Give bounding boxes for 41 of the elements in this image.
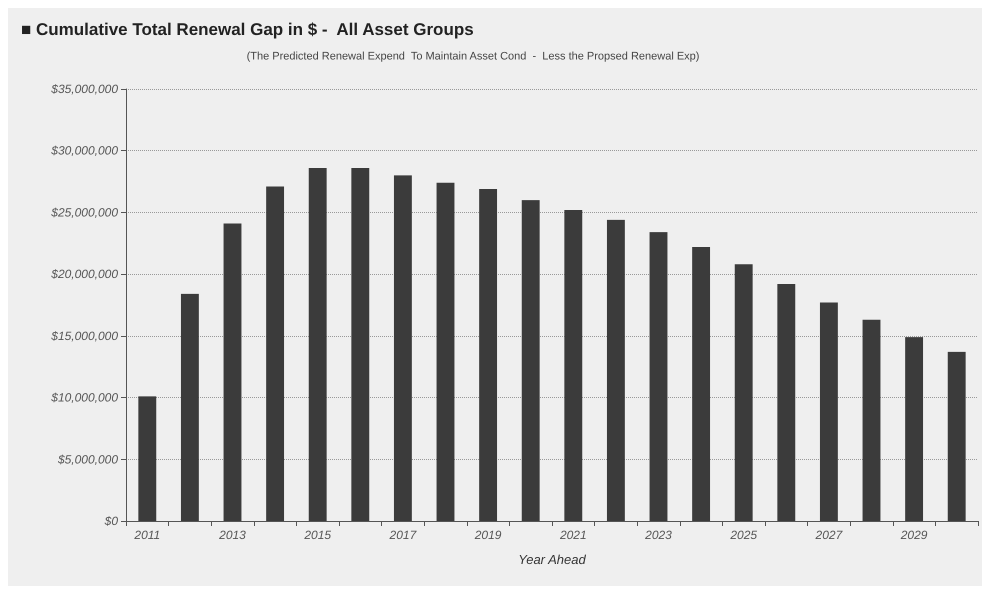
bar (479, 188, 498, 521)
y-tick-label: $5,000,000 (56, 452, 118, 466)
bar (266, 186, 284, 521)
bar (351, 168, 370, 521)
x-tick-label: 2023 (644, 528, 672, 542)
bar (308, 168, 327, 521)
bar (777, 284, 796, 521)
bar (862, 320, 880, 521)
x-tick-label: 2027 (814, 528, 844, 542)
bar (948, 352, 966, 521)
x-tick-label: 2029 (900, 528, 928, 542)
bar (436, 182, 454, 521)
bar (905, 337, 924, 521)
bar (522, 200, 540, 521)
bar (650, 232, 668, 521)
chart-title: ■ Cumulative Total Renewal Gap in $ - All Asset Groups (21, 20, 474, 39)
bar (224, 224, 242, 521)
bar (606, 220, 625, 521)
y-tick-label: $25,000,000 (50, 205, 118, 220)
bar (564, 210, 582, 521)
bar (692, 246, 710, 521)
chart-subtitle: (The Predicted Renewal Expend To Maintain Asset Cond - Less the Propsed Renewal Exp) (246, 50, 700, 62)
y-tick-label: $10,000,000 (50, 390, 118, 405)
y-tick-label: $35,000,000 (50, 82, 118, 96)
y-tick-label: $15,000,000 (50, 328, 118, 343)
bar (820, 302, 838, 521)
y-tick-label: $0 (104, 514, 118, 528)
bar (180, 294, 199, 521)
x-tick-label: 2011 (133, 528, 160, 542)
y-tick-label: $20,000,000 (50, 267, 118, 282)
bar (138, 396, 156, 521)
bar (394, 175, 412, 521)
x-tick-label: 2019 (474, 528, 502, 542)
x-tick-label: 2025 (729, 528, 758, 542)
bar (734, 264, 753, 521)
x-tick-label: 2015 (303, 528, 332, 542)
x-axis-title: Year Ahead (518, 552, 586, 567)
x-tick-label: 2017 (388, 528, 418, 542)
y-tick-label: $30,000,000 (50, 144, 118, 158)
x-tick-label: 2013 (218, 528, 246, 542)
x-tick-label: 2021 (558, 528, 587, 542)
